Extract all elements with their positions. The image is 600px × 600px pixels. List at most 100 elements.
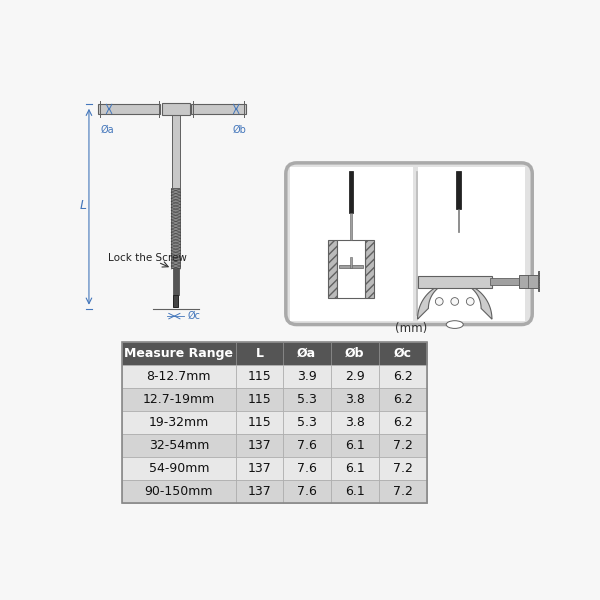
Text: L: L	[80, 199, 87, 212]
Text: Øb: Øb	[345, 347, 365, 359]
Bar	[328, 240, 337, 298]
Polygon shape	[418, 282, 492, 319]
Text: Øa: Øa	[101, 124, 115, 134]
Text: 8-12.7mm: 8-12.7mm	[146, 370, 211, 383]
Bar	[236, 434, 283, 457]
Text: Øc: Øc	[187, 311, 200, 321]
Text: 7.6: 7.6	[297, 462, 317, 475]
Text: 6.1: 6.1	[345, 462, 365, 475]
Text: L: L	[256, 347, 263, 359]
Bar	[236, 457, 283, 480]
Circle shape	[466, 298, 474, 305]
Text: 6.1: 6.1	[345, 439, 365, 452]
Circle shape	[436, 298, 443, 305]
Ellipse shape	[446, 321, 463, 328]
Text: 6.2: 6.2	[393, 370, 413, 383]
Bar	[458, 209, 460, 232]
Bar	[490, 278, 521, 284]
Bar	[457, 170, 461, 209]
FancyBboxPatch shape	[286, 163, 532, 325]
Bar	[236, 411, 283, 434]
Bar	[98, 104, 160, 113]
Bar	[331, 457, 379, 480]
Text: 7.6: 7.6	[297, 485, 317, 498]
Text: 90-150mm: 90-150mm	[145, 485, 213, 498]
Bar	[236, 341, 283, 365]
Text: 5.3: 5.3	[297, 416, 317, 429]
Bar	[365, 240, 374, 298]
Bar	[331, 388, 379, 411]
Text: 32-54mm: 32-54mm	[149, 439, 209, 452]
Text: 137: 137	[248, 439, 271, 452]
Text: 137: 137	[248, 485, 271, 498]
Bar	[236, 480, 283, 503]
Text: 115: 115	[248, 370, 271, 383]
Text: 6.2: 6.2	[393, 416, 413, 429]
Bar	[173, 268, 179, 295]
Bar	[283, 341, 331, 365]
Text: 7.2: 7.2	[393, 439, 413, 452]
Bar	[121, 365, 236, 388]
Text: 3.9: 3.9	[297, 370, 317, 383]
Bar	[350, 213, 352, 240]
Bar	[121, 341, 427, 503]
Bar	[283, 388, 331, 411]
Bar	[121, 434, 236, 457]
Bar	[538, 271, 555, 292]
Text: 6.1: 6.1	[345, 485, 365, 498]
Bar	[331, 480, 379, 503]
Bar	[331, 341, 379, 365]
Bar	[379, 411, 427, 434]
Circle shape	[451, 298, 458, 305]
Bar	[172, 115, 179, 187]
Text: 7.2: 7.2	[393, 462, 413, 475]
Text: (mm): (mm)	[395, 322, 427, 335]
Bar	[162, 103, 190, 115]
Bar	[236, 365, 283, 388]
Bar	[283, 434, 331, 457]
Bar	[331, 411, 379, 434]
Text: Øb: Øb	[232, 124, 246, 134]
Bar	[191, 104, 245, 113]
Bar	[331, 434, 379, 457]
Text: Lock the Screw: Lock the Screw	[107, 253, 187, 263]
Bar	[283, 480, 331, 503]
Bar	[350, 257, 352, 268]
Bar	[379, 365, 427, 388]
Bar	[121, 411, 236, 434]
Text: 3.8: 3.8	[345, 416, 365, 429]
Text: Measure Range: Measure Range	[124, 347, 233, 359]
Bar	[171, 187, 181, 268]
Bar	[173, 295, 178, 307]
Bar	[379, 341, 427, 365]
Bar	[283, 411, 331, 434]
Text: 54-90mm: 54-90mm	[149, 462, 209, 475]
Bar	[349, 170, 353, 213]
Bar	[290, 167, 413, 321]
Bar	[236, 388, 283, 411]
Bar	[337, 240, 365, 298]
Text: 137: 137	[248, 462, 271, 475]
Text: 5.3: 5.3	[297, 393, 317, 406]
Bar	[555, 274, 559, 289]
Bar	[519, 275, 541, 287]
Bar	[121, 388, 236, 411]
Bar	[331, 365, 379, 388]
Text: 6.2: 6.2	[393, 393, 413, 406]
Bar	[379, 457, 427, 480]
Text: 115: 115	[248, 416, 271, 429]
Text: Øc: Øc	[394, 347, 412, 359]
Text: Øa: Øa	[297, 347, 316, 359]
Bar	[379, 434, 427, 457]
Bar	[418, 167, 525, 321]
Bar	[379, 388, 427, 411]
Bar	[418, 276, 492, 289]
Text: 3.8: 3.8	[345, 393, 365, 406]
Bar	[121, 341, 236, 365]
Text: 19-32mm: 19-32mm	[149, 416, 209, 429]
Bar	[339, 265, 362, 268]
Bar	[283, 365, 331, 388]
Text: 115: 115	[248, 393, 271, 406]
Text: 7.2: 7.2	[393, 485, 413, 498]
Bar	[379, 480, 427, 503]
